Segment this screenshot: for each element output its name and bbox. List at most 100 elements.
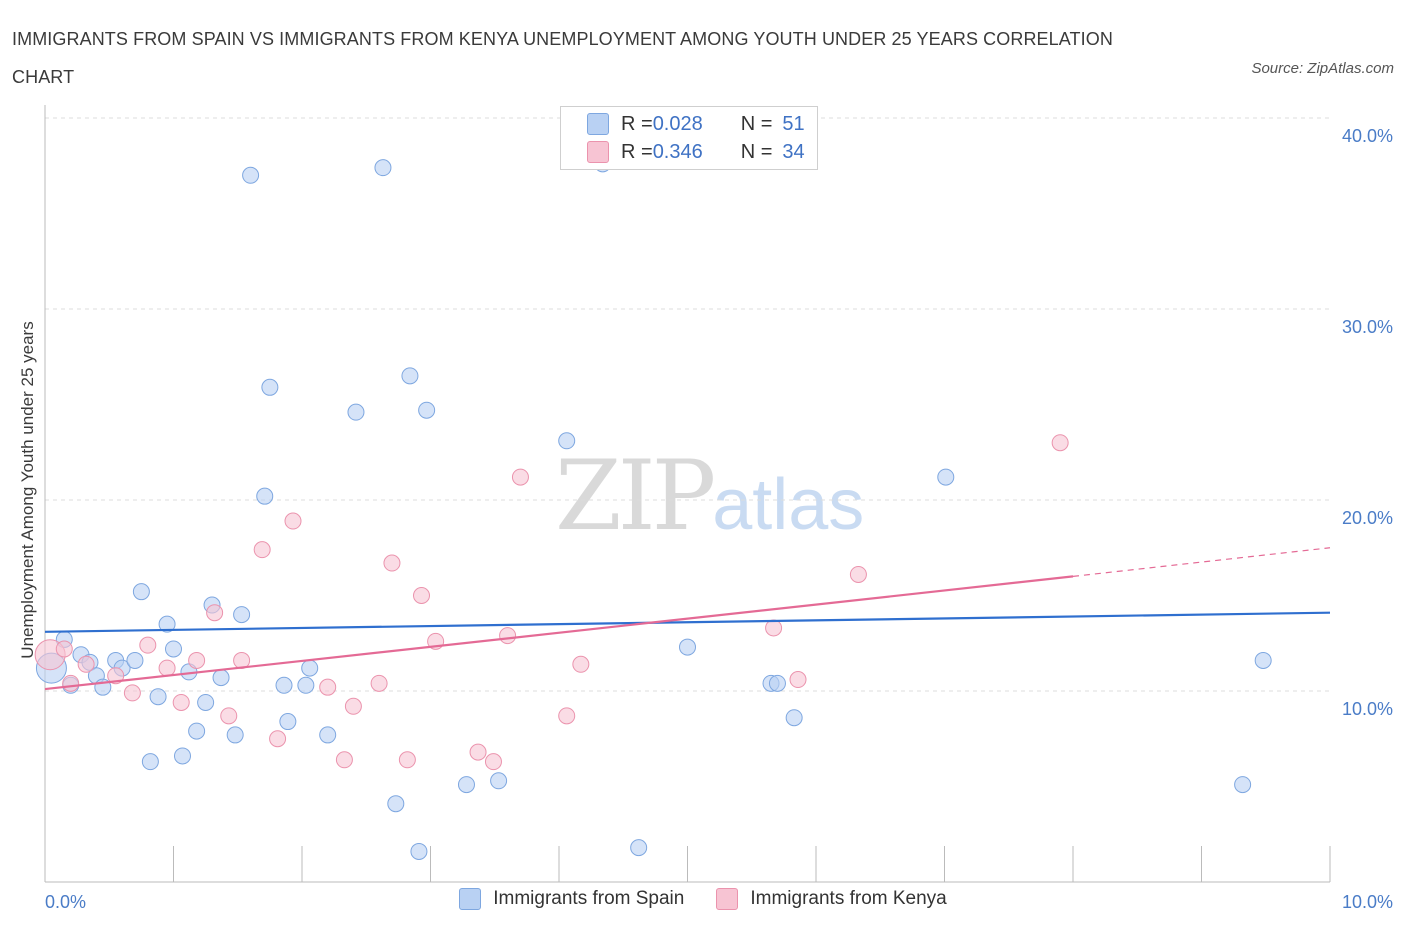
spain-point bbox=[1254, 651, 1272, 669]
spain-point bbox=[490, 772, 508, 790]
kenya-point bbox=[335, 751, 353, 769]
kenya-point bbox=[572, 655, 590, 673]
spain-point bbox=[197, 693, 215, 711]
kenya-point bbox=[123, 684, 141, 702]
kenya-point bbox=[413, 587, 431, 604]
spain-point bbox=[387, 795, 405, 813]
spain-point bbox=[768, 674, 786, 692]
kenya-point bbox=[206, 604, 224, 622]
spain-point bbox=[679, 638, 696, 656]
kenya-point bbox=[107, 667, 125, 685]
spain-point bbox=[165, 640, 182, 658]
legend-spain-swatch bbox=[459, 888, 482, 910]
legend-row-kenya: R = 0.346 N = 34 bbox=[587, 139, 805, 165]
kenya-point bbox=[789, 671, 807, 689]
kenya-point bbox=[253, 541, 271, 559]
spain-point bbox=[418, 401, 436, 419]
kenya-point bbox=[62, 674, 80, 692]
kenya-swatch bbox=[587, 141, 609, 163]
spain-point bbox=[233, 606, 251, 624]
spain-r-label: R = bbox=[621, 112, 653, 135]
kenya-point bbox=[499, 627, 517, 645]
watermark-atlas: atlas bbox=[712, 465, 865, 545]
kenya-point bbox=[398, 751, 416, 769]
kenya-point bbox=[484, 753, 502, 771]
spain-point bbox=[126, 651, 144, 669]
kenya-point bbox=[269, 730, 287, 748]
legend-spain-label: Immigrants from Spain bbox=[493, 888, 685, 909]
watermark-zip: ZIP bbox=[555, 440, 716, 552]
y-tick-label: 40.0% bbox=[1342, 126, 1393, 146]
y-tick-label: 10.0% bbox=[1342, 699, 1393, 719]
spain-point bbox=[279, 713, 297, 731]
spain-point bbox=[558, 432, 576, 450]
kenya-r-label: R = bbox=[621, 140, 653, 163]
y-tick-label: 20.0% bbox=[1342, 508, 1393, 528]
spain-point bbox=[256, 487, 274, 505]
series-legend: Immigrants from Spain Immigrants from Ke… bbox=[0, 888, 1406, 910]
spain-point bbox=[188, 722, 206, 740]
x-tick-label: 0.0% bbox=[45, 892, 86, 912]
kenya-point bbox=[284, 512, 302, 530]
spain-point bbox=[158, 615, 176, 633]
kenya-trend-line bbox=[44, 575, 1074, 691]
kenya-point bbox=[188, 651, 206, 669]
spain-point bbox=[937, 468, 955, 486]
spain-point bbox=[457, 776, 475, 794]
watermark: ZIPatlas bbox=[555, 440, 864, 552]
spain-r-value: 0.028 bbox=[652, 112, 703, 135]
kenya-point bbox=[319, 678, 337, 696]
kenya-point bbox=[77, 655, 95, 673]
grid-lines bbox=[45, 117, 1330, 692]
spain-n-value: 51 bbox=[782, 112, 805, 135]
x-tick-label: 10.0% bbox=[1342, 892, 1393, 912]
spain-point bbox=[212, 669, 230, 687]
kenya-point bbox=[370, 674, 388, 692]
kenya-point bbox=[139, 636, 157, 654]
legend-item-spain: Immigrants from Spain bbox=[459, 888, 684, 910]
kenya-point bbox=[344, 697, 362, 715]
kenya-point bbox=[558, 707, 576, 725]
kenya-n-label: N = bbox=[740, 140, 773, 163]
kenya-point bbox=[849, 565, 867, 583]
kenya-point bbox=[172, 693, 190, 711]
spain-point bbox=[785, 709, 803, 727]
spain-point bbox=[132, 583, 150, 601]
kenya-point bbox=[158, 659, 176, 677]
data-points bbox=[34, 155, 1272, 860]
spain-point bbox=[275, 676, 293, 694]
legend-kenya-label: Immigrants from Kenya bbox=[750, 888, 947, 909]
legend-kenya-swatch bbox=[716, 888, 739, 910]
spain-point bbox=[297, 676, 315, 694]
kenya-n-value: 34 bbox=[782, 140, 805, 163]
axes bbox=[44, 105, 1331, 883]
spain-point bbox=[301, 659, 319, 677]
chart-title: IMMIGRANTS FROM SPAIN VS IMMIGRANTS FROM… bbox=[12, 29, 1113, 87]
kenya-point bbox=[469, 743, 487, 761]
spain-n-label: N = bbox=[740, 112, 773, 135]
spain-point bbox=[410, 842, 428, 860]
spain-point bbox=[1234, 776, 1252, 794]
spain-point bbox=[173, 747, 191, 765]
trend-lines bbox=[44, 547, 1331, 691]
kenya-point bbox=[383, 554, 401, 572]
spain-point bbox=[141, 753, 159, 771]
y-tick-label: 30.0% bbox=[1342, 317, 1393, 337]
spain-point bbox=[242, 166, 260, 184]
kenya-r-value: 0.346 bbox=[652, 140, 703, 163]
tick-labels: 10.0% 20.0% 30.0% 40.0% 0.0% 10.0% bbox=[45, 126, 1393, 912]
spain-point bbox=[149, 688, 167, 706]
spain-swatch bbox=[587, 113, 609, 135]
legend-row-spain: R = 0.028 N = 51 bbox=[587, 111, 805, 137]
spain-trend-line bbox=[44, 611, 1331, 633]
chart-source: Source: ZipAtlas.com bbox=[1251, 60, 1394, 77]
stats-legend: R = 0.028 N = 51 R = 0.346 N = 34 bbox=[560, 106, 818, 170]
kenya-point bbox=[55, 640, 73, 658]
legend-item-kenya: Immigrants from Kenya bbox=[716, 888, 947, 910]
spain-point bbox=[374, 159, 392, 177]
kenya-point bbox=[765, 619, 783, 637]
kenya-trend-extension bbox=[1072, 547, 1331, 577]
kenya-point bbox=[511, 468, 529, 486]
spain-point bbox=[319, 726, 337, 744]
